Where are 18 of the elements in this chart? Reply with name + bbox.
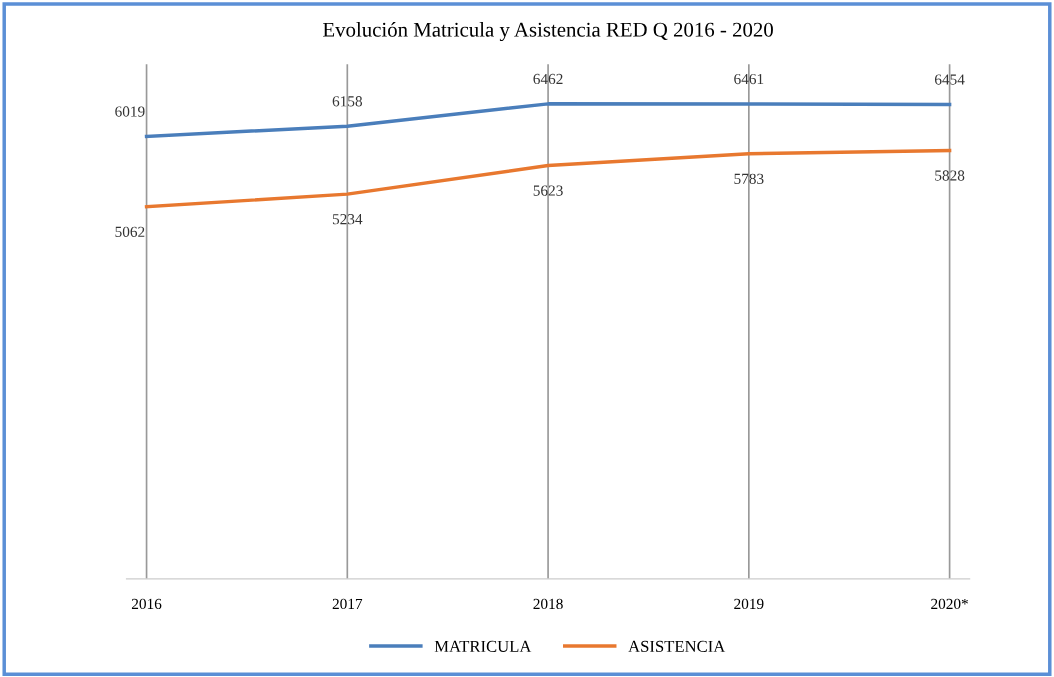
- x-tick-label: 2019: [734, 598, 764, 610]
- data-label: 6454: [934, 74, 965, 85]
- data-label: 5828: [935, 170, 965, 181]
- data-label: 6158: [332, 96, 363, 107]
- data-label: 5234: [332, 214, 363, 225]
- data-label: 6462: [533, 73, 563, 85]
- x-tick-label: 2017: [332, 598, 363, 610]
- legend-label: ASISTENCIA: [628, 640, 726, 652]
- data-label: 5062: [115, 226, 145, 237]
- data-label: 5623: [533, 185, 563, 196]
- x-tick-label: 2020*: [931, 598, 968, 610]
- data-label: 5783: [734, 173, 764, 184]
- data-label: 6461: [734, 73, 764, 85]
- chart-title: Evolución Matricula y Asistencia RED Q 2016 - 2020: [323, 22, 773, 42]
- data-label: 6019: [115, 106, 145, 117]
- x-tick-label: 2018: [533, 598, 563, 610]
- x-tick-label: 2016: [131, 598, 162, 610]
- legend-label: MATRICULA: [434, 640, 532, 652]
